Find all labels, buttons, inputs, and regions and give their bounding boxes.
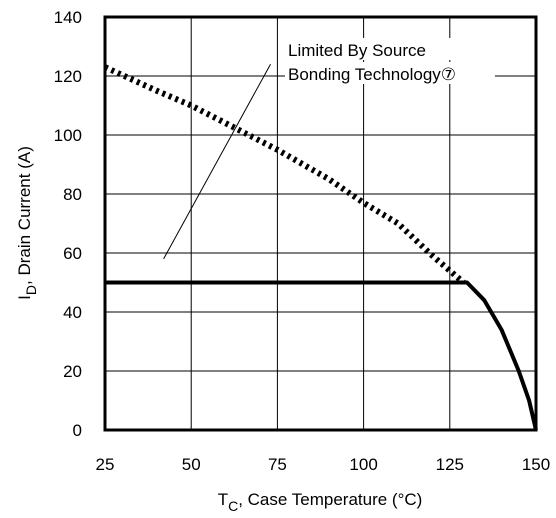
x-tick-label: 25	[96, 455, 115, 474]
annotation-text-background	[285, 38, 495, 60]
x-tick-label: 75	[268, 455, 287, 474]
y-tick-label: 0	[73, 421, 82, 440]
y-tick-label: 60	[63, 244, 82, 263]
y-axis-label-main: I	[15, 295, 34, 300]
x-axis-label: TC, Case Temperature (°C)	[218, 490, 423, 514]
y-axis-label-sub: D	[23, 285, 39, 295]
x-axis-label-rest: , Case Temperature (°C)	[238, 490, 422, 509]
y-tick-label: 40	[63, 303, 82, 322]
annotation-text: Bonding Technology⑦	[288, 65, 456, 84]
series-line-solid	[105, 280, 538, 431]
x-axis-label-sub: C	[228, 498, 238, 514]
y-tick-label: 100	[54, 126, 82, 145]
x-tick-label: 50	[182, 455, 201, 474]
series-line-dotted	[103, 64, 466, 285]
y-tick-label: 20	[63, 362, 82, 381]
annotation-leader-line	[163, 63, 271, 260]
y-axis-label: ID, Drain Current (A)	[15, 146, 39, 300]
y-tick-label: 80	[63, 185, 82, 204]
x-tick-label: 150	[522, 455, 550, 474]
series-layer	[103, 64, 538, 431]
x-tick-label: 100	[349, 455, 377, 474]
annotation-text: Limited By Source	[288, 41, 426, 60]
y-tick-label: 140	[54, 8, 82, 27]
plot-frame	[103, 15, 538, 432]
x-tick-label: 125	[436, 455, 464, 474]
annotation: Limited By Source Bonding Technology⑦	[163, 38, 495, 260]
tick-labels: 25 50 75 100 125 150 0 20 40 60 80 100 120 140	[54, 8, 551, 474]
y-axis-label-rest: , Drain Current (A)	[15, 146, 34, 285]
y-tick-label: 120	[54, 67, 82, 86]
x-axis-label-main: T	[218, 490, 228, 509]
annotation-text-background	[285, 62, 495, 84]
